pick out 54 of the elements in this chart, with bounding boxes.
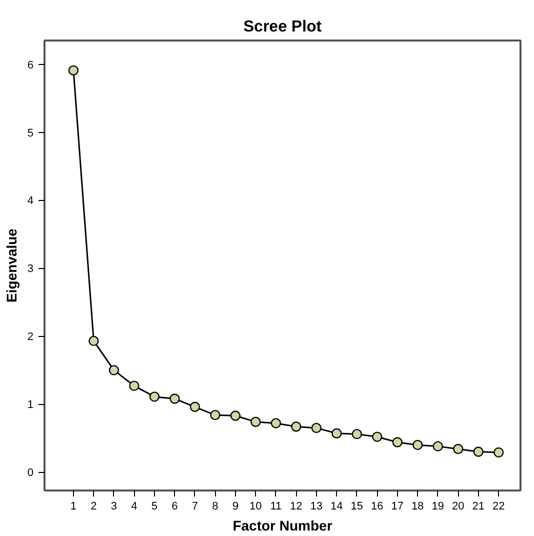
y-tick-label: 4 [27,195,34,208]
point [372,432,382,442]
point [149,392,160,402]
point [332,428,342,438]
chart-title: Scree Plot [243,18,322,36]
y-tick-label: 6 [27,59,34,72]
point [453,444,464,454]
x-tick-label: 18 [412,500,424,512]
point [68,65,79,76]
x-tick-label: 4 [131,500,138,512]
x-tick-label: 19 [432,500,444,512]
y-axis-title: Eigenvalue [3,228,20,302]
x-tick-label: 21 [472,500,485,512]
point [230,410,241,421]
y-tick-label: 2 [27,331,34,344]
x-tick-label: 5 [151,500,158,512]
x-tick-label: 12 [290,500,302,512]
point [210,410,220,420]
x-tick-label: 7 [192,500,198,512]
x-tick-label: 13 [310,500,323,512]
x-tick-label: 11 [270,500,282,512]
x-tick-label: 10 [250,500,262,512]
x-tick-label: 16 [371,500,384,512]
x-tick-label: 15 [350,500,364,512]
point [352,428,362,440]
y-tick-label: 0 [27,467,34,480]
x-tick-label: 17 [391,500,404,512]
y-tick-label: 3 [27,263,34,276]
x-tick-label: 2 [90,500,97,512]
point [270,418,282,428]
point [190,402,200,412]
x-tick-label: 22 [492,500,505,512]
y-tick-label: 5 [27,127,34,140]
point [170,394,180,404]
point [311,422,322,434]
point [250,416,261,427]
point [392,437,402,448]
point [432,441,443,452]
x-tick-label: 20 [452,500,464,512]
point [473,446,484,457]
x-axis-title: Factor Number [232,518,333,534]
x-tick-label: 6 [172,500,178,512]
x-tick-label: 14 [330,500,343,512]
point [412,440,423,450]
point [108,365,120,376]
point [88,336,99,346]
y-tick-label: 1 [27,399,34,412]
point [494,447,504,458]
x-tick-label: 8 [212,500,218,512]
x-tick-label: 9 [232,500,238,512]
x-tick-label: 1 [70,500,77,512]
point [129,380,140,391]
point [291,422,302,432]
x-tick-label: 3 [110,500,118,512]
